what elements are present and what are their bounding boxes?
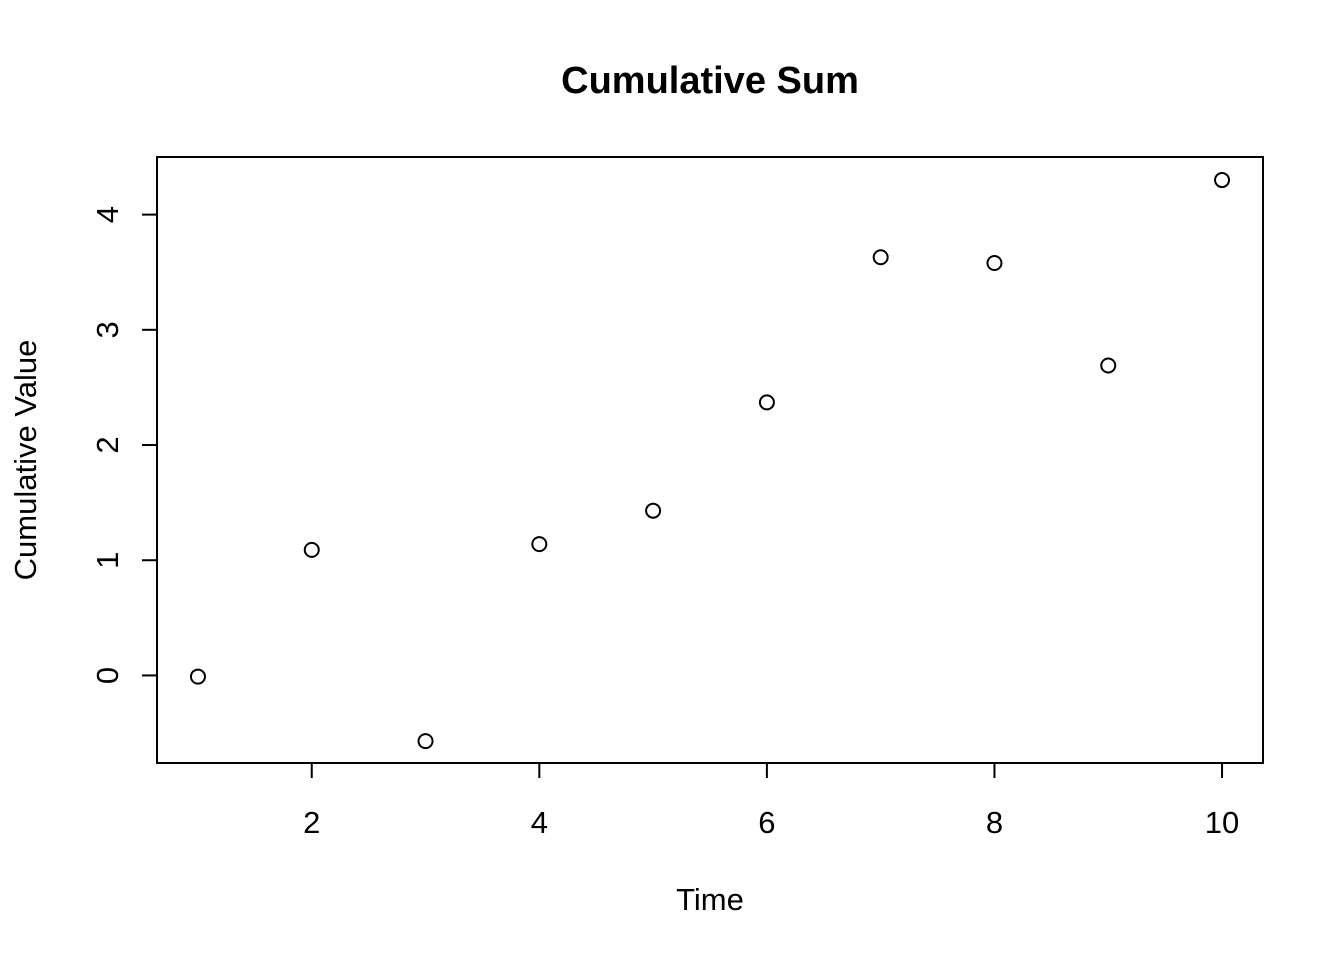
data-point (758, 394, 775, 411)
data-point (303, 541, 320, 558)
y-axis: 0 1 2 3 4 (90, 206, 158, 684)
x-tick-label: 4 (531, 805, 548, 840)
data-point (1214, 172, 1231, 189)
data-point (1100, 357, 1117, 374)
x-tick-label: 2 (303, 805, 320, 840)
data-point (189, 668, 206, 685)
data-point (645, 502, 662, 519)
y-tick-label: 0 (90, 667, 125, 684)
x-tick-label: 10 (1205, 805, 1239, 840)
x-tick-label: 8 (986, 805, 1003, 840)
y-tick-label: 3 (90, 321, 125, 338)
data-point (417, 733, 434, 750)
data-points (189, 172, 1231, 750)
x-axis-label: Time (676, 882, 744, 917)
x-tick-label: 6 (758, 805, 775, 840)
data-point (872, 249, 889, 266)
y-tick-label: 4 (90, 206, 125, 223)
y-axis-label: Cumulative Value (8, 340, 43, 581)
data-point (986, 254, 1003, 271)
y-tick-label: 1 (90, 552, 125, 569)
chart-title: Cumulative Sum (561, 60, 859, 102)
plot-frame (156, 156, 1264, 764)
x-axis: 2 4 6 8 10 (303, 762, 1239, 840)
data-point (531, 536, 548, 553)
y-tick-label: 2 (90, 436, 125, 453)
